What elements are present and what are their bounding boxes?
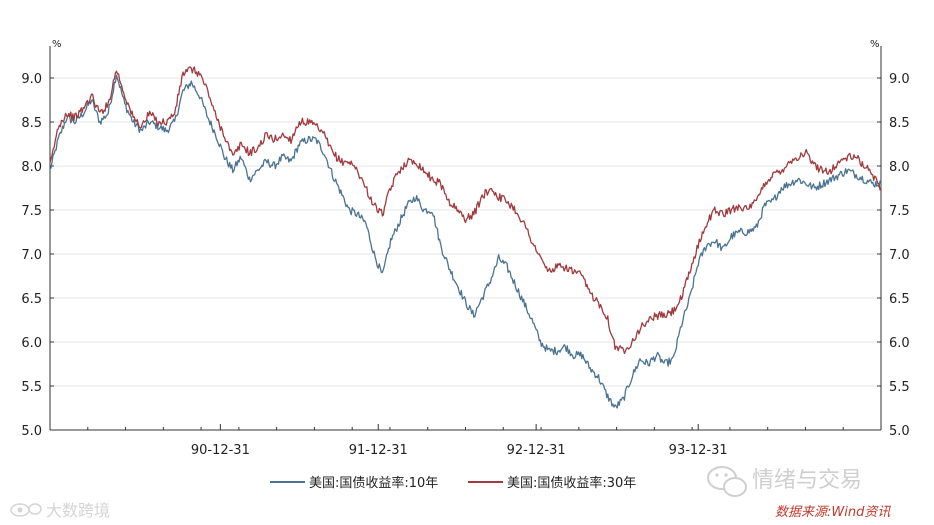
y-tick-label-left: 7.5 bbox=[21, 204, 42, 219]
y-tick-label-left: 9.0 bbox=[21, 72, 42, 87]
y-tick-label-left: 6.5 bbox=[21, 292, 42, 307]
axes bbox=[49, 46, 882, 431]
legend-label-30y: 美国:国债收益率:30年 bbox=[507, 475, 636, 491]
x-tick-label: 92-12-31 bbox=[507, 443, 566, 458]
y-tick-label-right: 6.0 bbox=[889, 336, 910, 351]
y-unit-right: % bbox=[870, 39, 880, 50]
x-tick-label: 90-12-31 bbox=[191, 443, 250, 458]
y-tick-label-right: 9.0 bbox=[889, 72, 910, 87]
legend: 美国:国债收益率:10年 美国:国债收益率:30年 bbox=[270, 475, 636, 491]
left-watermark: 大数跨境 bbox=[46, 501, 110, 520]
y-tick-label-right: 5.0 bbox=[889, 424, 910, 439]
x-tick-label: 91-12-31 bbox=[349, 443, 408, 458]
y-tick-label-left: 5.0 bbox=[21, 424, 42, 439]
gridlines bbox=[50, 77, 881, 431]
y-tick-label-left: 6.0 bbox=[21, 336, 42, 351]
series-line-10y bbox=[49, 74, 882, 409]
x-tick-labels: 90-12-31 91-12-31 92-12-31 93-12-31 bbox=[191, 443, 728, 458]
weibo-eye-icon bbox=[10, 503, 42, 517]
brand-watermark: 情绪与交易 bbox=[752, 468, 862, 493]
series-line-30y bbox=[49, 66, 882, 355]
data-source: 数据来源:Wind资讯 bbox=[775, 505, 891, 520]
y-tick-label-right: 6.5 bbox=[889, 292, 910, 307]
y-tick-label-right: 7.0 bbox=[889, 248, 910, 263]
wechat-icon bbox=[707, 466, 747, 497]
y-tick-label-right: 7.5 bbox=[889, 204, 910, 219]
y-tick-label-right: 8.5 bbox=[889, 116, 910, 131]
x-tick-label: 93-12-31 bbox=[669, 443, 728, 458]
y-tick-label-left: 8.5 bbox=[21, 116, 42, 131]
y-tick-label-left: 5.5 bbox=[21, 380, 42, 395]
y-unit-left: % bbox=[52, 39, 62, 50]
y-tick-label-right: 8.0 bbox=[889, 160, 910, 175]
y-tick-labels: 9.0 9.0 8.5 8.5 8.0 8.0 7.5 7.5 7.0 7.0 6.5 6.5 6.0 6… bbox=[21, 72, 909, 439]
y-tick-label-right: 5.5 bbox=[889, 380, 910, 395]
y-tick-label-left: 8.0 bbox=[21, 160, 42, 175]
series-lines bbox=[49, 66, 882, 409]
y-tick-label-left: 7.0 bbox=[21, 248, 42, 263]
legend-label-10y: 美国:国债收益率:10年 bbox=[309, 475, 438, 491]
